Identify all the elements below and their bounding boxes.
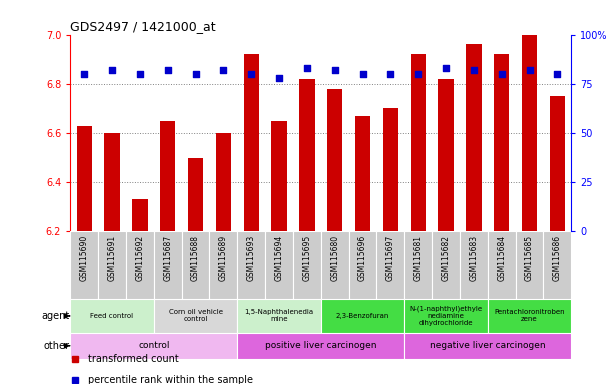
Bar	[188, 157, 203, 232]
Text: GSM115692: GSM115692	[136, 235, 144, 281]
Point	[469, 67, 479, 73]
Bar	[244, 54, 259, 232]
Text: transformed count: transformed count	[88, 354, 178, 364]
Text: 1,5-Naphthalenedia
mine: 1,5-Naphthalenedia mine	[244, 310, 313, 323]
Point	[163, 67, 172, 73]
Bar	[438, 79, 454, 232]
Text: GSM115688: GSM115688	[191, 235, 200, 281]
Bar	[488, 232, 516, 299]
Bar	[154, 232, 181, 299]
Text: GSM115690: GSM115690	[79, 235, 89, 281]
Bar	[210, 232, 237, 299]
Text: control: control	[138, 341, 169, 350]
Bar	[70, 333, 237, 359]
Text: GSM115680: GSM115680	[330, 235, 339, 281]
Point	[107, 67, 117, 73]
Point	[413, 71, 423, 77]
Point	[497, 71, 507, 77]
Point	[302, 65, 312, 71]
Bar	[494, 54, 510, 232]
Text: Corn oil vehicle
control: Corn oil vehicle control	[169, 310, 222, 323]
Bar	[550, 96, 565, 232]
Bar	[181, 232, 210, 299]
Text: GDS2497 / 1421000_at: GDS2497 / 1421000_at	[70, 20, 216, 33]
Bar	[237, 333, 404, 359]
Text: GSM115694: GSM115694	[274, 235, 284, 281]
Bar	[126, 232, 154, 299]
Bar	[132, 199, 147, 232]
Bar	[98, 232, 126, 299]
Bar	[160, 121, 175, 232]
Bar	[404, 299, 488, 333]
Text: GSM115696: GSM115696	[358, 235, 367, 281]
Text: GSM115689: GSM115689	[219, 235, 228, 281]
Text: GSM115697: GSM115697	[386, 235, 395, 281]
Bar	[154, 299, 237, 333]
Bar	[104, 133, 120, 232]
Text: Feed control: Feed control	[90, 313, 134, 319]
Bar	[432, 232, 460, 299]
Bar	[382, 108, 398, 232]
Bar	[404, 333, 571, 359]
Text: GSM115685: GSM115685	[525, 235, 534, 281]
Point	[357, 71, 367, 77]
Bar	[466, 45, 481, 232]
Text: other: other	[44, 341, 70, 351]
Text: GSM115681: GSM115681	[414, 235, 423, 281]
Text: GSM115682: GSM115682	[442, 235, 450, 281]
Bar	[237, 299, 321, 333]
Bar	[216, 133, 231, 232]
Text: 2,3-Benzofuran: 2,3-Benzofuran	[336, 313, 389, 319]
Bar	[293, 232, 321, 299]
Point	[330, 67, 340, 73]
Text: Pentachloronitroben
zene: Pentachloronitroben zene	[494, 310, 565, 323]
Text: percentile rank within the sample: percentile rank within the sample	[88, 375, 253, 384]
Bar	[70, 299, 154, 333]
Bar	[522, 35, 537, 232]
Point	[79, 71, 89, 77]
Bar	[76, 126, 92, 232]
Text: negative liver carcinogen: negative liver carcinogen	[430, 341, 546, 350]
Point	[441, 65, 451, 71]
Bar	[411, 54, 426, 232]
Bar	[321, 232, 349, 299]
Text: agent: agent	[42, 311, 70, 321]
Bar	[543, 232, 571, 299]
Text: N-(1-naphthyl)ethyle
nediamine
dihydrochloride: N-(1-naphthyl)ethyle nediamine dihydroch…	[409, 306, 483, 326]
Bar	[321, 299, 404, 333]
Bar	[376, 232, 404, 299]
Text: GSM115683: GSM115683	[469, 235, 478, 281]
Bar	[404, 232, 432, 299]
Bar	[327, 89, 342, 232]
Point	[135, 71, 145, 77]
Bar	[237, 232, 265, 299]
Text: GSM115691: GSM115691	[108, 235, 117, 281]
Bar	[488, 299, 571, 333]
Bar	[265, 232, 293, 299]
Point	[386, 71, 395, 77]
Bar	[70, 232, 98, 299]
Text: GSM115693: GSM115693	[247, 235, 255, 281]
Point	[191, 71, 200, 77]
Bar	[349, 232, 376, 299]
Bar	[516, 232, 543, 299]
Text: positive liver carcinogen: positive liver carcinogen	[265, 341, 376, 350]
Bar	[460, 232, 488, 299]
Point	[246, 71, 256, 77]
Point	[274, 75, 284, 81]
Text: GSM115687: GSM115687	[163, 235, 172, 281]
Bar	[299, 79, 315, 232]
Text: GSM115684: GSM115684	[497, 235, 506, 281]
Point	[552, 71, 562, 77]
Point	[219, 67, 229, 73]
Bar	[355, 116, 370, 232]
Text: GSM115695: GSM115695	[302, 235, 312, 281]
Bar	[271, 121, 287, 232]
Point	[525, 67, 535, 73]
Text: GSM115686: GSM115686	[553, 235, 562, 281]
